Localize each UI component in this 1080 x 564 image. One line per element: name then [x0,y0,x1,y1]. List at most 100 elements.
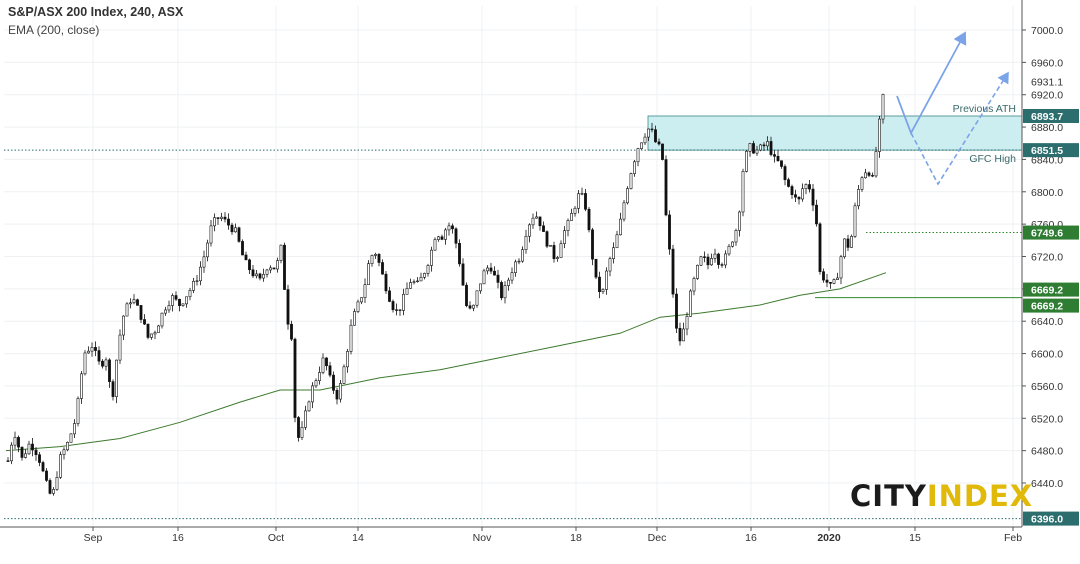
candle [871,175,874,177]
candle [440,236,444,240]
candle [97,350,101,362]
candle [118,334,122,361]
price-label: 6669.2 [1031,301,1063,313]
candle [160,312,164,327]
candle [839,256,843,279]
x-tick-label: 16 [745,532,757,544]
candle [10,444,13,462]
candle [437,236,440,240]
candle [325,357,328,367]
candle [272,267,276,270]
candle [356,301,360,312]
candle [41,462,45,472]
candle [101,360,104,367]
candle [843,238,846,258]
candle [195,280,199,282]
candle [626,188,629,204]
candle [864,172,867,179]
candle [286,289,290,325]
y-tick-label: 7000.0 [1031,25,1063,37]
candle [531,217,535,226]
candle [384,273,388,292]
candle [17,437,20,448]
candle [713,253,717,259]
y-tick-label: 6600.0 [1031,349,1063,361]
candle [717,253,720,265]
candle [346,351,349,368]
y-tick-label: 6560.0 [1031,381,1063,393]
candle [458,243,461,265]
candle [563,230,566,244]
candle [251,269,255,277]
candle [192,280,195,291]
candle [815,204,818,225]
candle [328,365,332,376]
candle [685,316,689,330]
x-tick-label: Feb [1004,532,1022,544]
candle [167,305,171,311]
candle [759,144,762,151]
candle [181,303,185,306]
candle [66,442,69,451]
candle [213,217,216,227]
candle [528,224,531,237]
candle [143,319,146,325]
candle [496,274,500,283]
candle [304,410,307,428]
candle [227,218,230,226]
candle [402,293,405,311]
candle [76,398,80,424]
cityindex-logo: CITYINDEX [850,479,1034,513]
candle [342,366,346,384]
candle [48,480,52,494]
candle [552,245,556,260]
y-tick-label: 6480.0 [1031,446,1063,458]
candle [612,247,615,259]
candle [395,309,398,311]
ema-200-line [5,272,887,452]
candle [353,311,356,326]
candle [619,218,622,236]
candle [479,283,482,292]
candle [580,193,584,195]
candle [773,154,776,157]
candle [377,254,381,263]
candle [230,224,234,233]
candle [363,284,367,298]
candle [661,143,664,160]
candle [507,279,510,286]
candle [808,184,811,190]
candle [696,264,699,279]
candle [62,449,66,455]
candle [514,261,517,273]
candle [125,303,129,317]
candle [87,350,90,354]
y-tick-label: 6840.0 [1031,154,1063,166]
candle [559,243,563,258]
candle [258,273,262,279]
candle [881,94,885,120]
candle [150,333,153,338]
y-tick-label: 6720.0 [1031,252,1063,264]
candle [832,279,836,284]
candle [451,225,454,230]
candle [654,129,657,143]
candle [724,253,727,266]
candle [223,216,227,220]
candle [804,184,808,190]
candle [489,267,493,272]
candle [521,249,524,262]
candle [164,309,167,314]
candle [741,171,745,213]
candle [248,259,251,271]
candle [836,277,839,280]
x-tick-label: 16 [172,532,184,544]
candle [391,301,395,311]
y-tick-label: 6440.0 [1031,478,1063,490]
candle [178,298,181,306]
candle [745,151,748,172]
price-label: 6669.2 [1031,285,1063,297]
price-label: 6749.6 [1031,228,1063,240]
